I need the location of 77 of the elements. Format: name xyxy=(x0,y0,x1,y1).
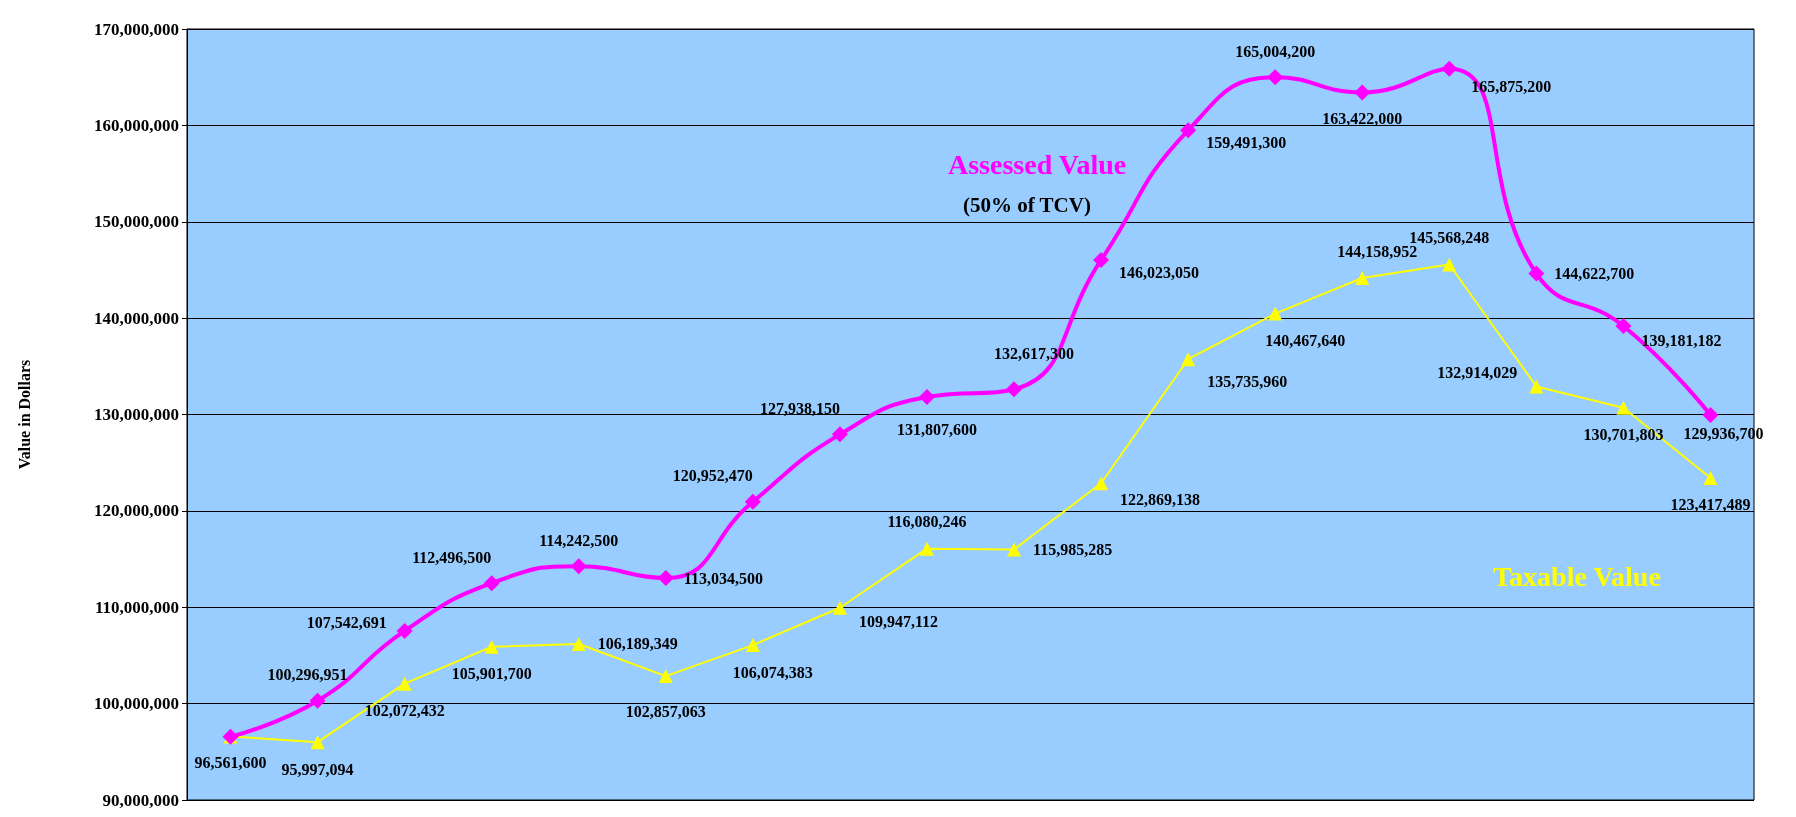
point xyxy=(1702,407,1719,424)
point xyxy=(1615,318,1632,335)
data-label: 135,735,960 xyxy=(1207,372,1288,390)
data-label: 163,422,000 xyxy=(1322,109,1403,127)
point xyxy=(658,669,673,684)
point xyxy=(1180,122,1197,139)
point xyxy=(1616,400,1631,415)
data-label: 129,936,700 xyxy=(1683,424,1764,442)
annotation: (50% of TCV) xyxy=(963,192,1091,217)
point xyxy=(745,638,760,653)
point xyxy=(1006,381,1023,398)
data-label: 112,496,500 xyxy=(412,548,492,566)
point xyxy=(1528,265,1545,282)
data-label: 114,242,500 xyxy=(539,531,619,549)
point xyxy=(397,676,412,691)
point xyxy=(1442,257,1457,272)
data-label: 106,189,349 xyxy=(597,635,678,653)
point xyxy=(657,570,674,587)
data-label: 116,080,246 xyxy=(887,513,967,531)
data-label: 127,938,150 xyxy=(759,399,840,417)
data-label: 165,004,200 xyxy=(1235,42,1316,60)
y-tick-label: 100,000,000 xyxy=(94,694,179,714)
point xyxy=(744,493,761,510)
point xyxy=(396,622,413,639)
data-label: 109,947,112 xyxy=(858,613,939,631)
point xyxy=(571,636,586,651)
data-label: 105,901,700 xyxy=(451,665,532,683)
point xyxy=(919,541,934,556)
point xyxy=(1267,69,1284,86)
y-tick-label: 110,000,000 xyxy=(94,597,179,617)
y-tick-label: 160,000,000 xyxy=(94,115,179,135)
data-label: 113,034,500 xyxy=(683,569,763,587)
data-label: 102,072,432 xyxy=(364,702,445,720)
y-axis-title: Value in Dollars xyxy=(15,359,33,470)
data-label: 131,807,600 xyxy=(896,420,977,438)
point xyxy=(1094,476,1109,491)
point xyxy=(1355,271,1370,286)
data-label: 95,997,094 xyxy=(281,760,354,778)
data-label: 107,542,691 xyxy=(306,614,387,632)
data-label: 122,869,138 xyxy=(1120,490,1201,508)
y-tick-label: 130,000,000 xyxy=(94,405,179,424)
data-label: 115,985,285 xyxy=(1033,541,1113,559)
point xyxy=(309,692,326,709)
data-label: 140,467,640 xyxy=(1265,332,1346,350)
data-label: 96,561,600 xyxy=(194,754,267,772)
y-tick-label: 150,000,000 xyxy=(94,212,179,232)
data-label: 144,622,700 xyxy=(1554,265,1635,283)
y-tick-label: 90,000,000 xyxy=(102,790,179,810)
point xyxy=(483,575,500,592)
y-tick-label: 170,000,000 xyxy=(94,19,179,39)
text: Taxable Value xyxy=(1493,560,1661,592)
series-label: Assessed Value xyxy=(948,148,1127,180)
data-label: 120,952,470 xyxy=(672,467,753,485)
y-tick-label: 140,000,000 xyxy=(94,308,179,328)
data-label: 100,296,951 xyxy=(267,666,348,684)
point xyxy=(1093,252,1110,269)
point xyxy=(831,426,848,443)
point xyxy=(570,558,587,575)
point xyxy=(832,600,847,615)
point xyxy=(1441,60,1458,77)
point xyxy=(1529,379,1544,394)
point xyxy=(1181,352,1196,367)
point xyxy=(1007,542,1022,557)
data-label: 102,857,063 xyxy=(625,702,706,720)
data-label: 106,074,383 xyxy=(732,663,813,681)
point xyxy=(1354,84,1371,101)
y-tick-label: 120,000,000 xyxy=(94,501,179,521)
data-label: 139,181,182 xyxy=(1641,331,1722,349)
data-label: 159,491,300 xyxy=(1206,133,1287,151)
data-label: 123,417,489 xyxy=(1670,496,1751,514)
point xyxy=(1703,470,1718,485)
point xyxy=(310,735,325,750)
point xyxy=(918,389,935,406)
point xyxy=(484,639,499,654)
data-label: 146,023,050 xyxy=(1119,263,1200,281)
point xyxy=(1268,306,1283,321)
data-label: 132,914,029 xyxy=(1437,363,1518,381)
